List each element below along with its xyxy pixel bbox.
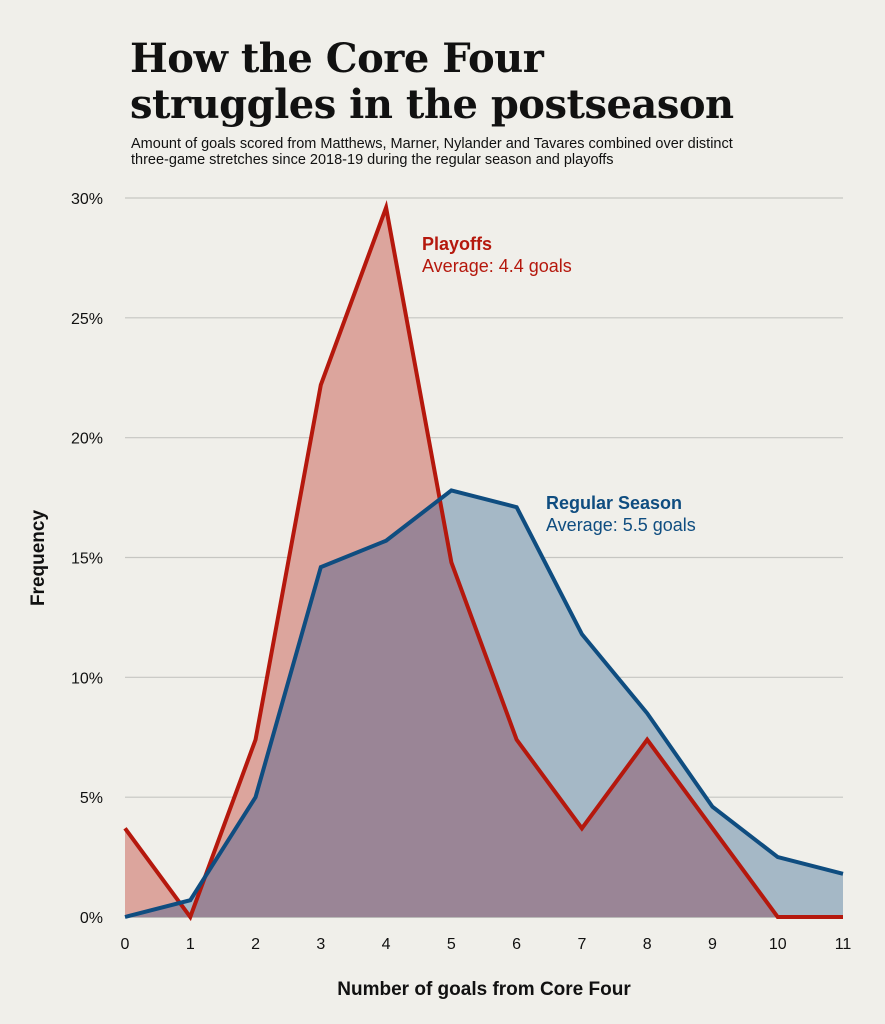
x-tick-label-0: 0 — [121, 936, 130, 953]
chart-title-line-1: How the Core Four — [130, 35, 544, 82]
y-tick-label-30: 30% — [71, 191, 103, 208]
chart-subtitle-line-2: three-game stretches since 2018-19 durin… — [131, 152, 614, 168]
x-tick-label-1: 1 — [186, 936, 195, 953]
regular-season-annotation: Regular Season Average: 5.5 goals — [546, 493, 696, 535]
x-tick-label-7: 7 — [577, 936, 586, 953]
y-tick-label-25: 25% — [71, 311, 103, 328]
y-tick-label-0: 0% — [80, 910, 103, 927]
chart-subtitle: Amount of goals scored from Matthews, Ma… — [131, 136, 851, 168]
y-axis-title: Frequency — [28, 510, 49, 607]
x-tick-label-9: 9 — [708, 936, 717, 953]
y-tick-label-15: 15% — [71, 551, 103, 568]
x-tick-label-4: 4 — [382, 936, 391, 953]
area-fills — [125, 207, 843, 918]
playoffs-legend-label: Playoffs — [422, 234, 492, 254]
regular-season-average-label: Average: 5.5 goals — [546, 515, 696, 535]
x-tick-label-5: 5 — [447, 936, 456, 953]
x-tick-label-10: 10 — [769, 936, 787, 953]
x-axis-title: Number of goals from Core Four — [337, 979, 631, 1000]
x-tick-label-6: 6 — [512, 936, 521, 953]
regular-season-line — [124, 488, 844, 919]
y-tick-label-20: 20% — [71, 431, 103, 448]
playoffs-annotation: Playoffs Average: 4.4 goals — [422, 234, 572, 276]
series-lines — [123, 200, 844, 922]
playoffs-average-label: Average: 4.4 goals — [422, 256, 572, 276]
overlap-area — [125, 490, 843, 917]
x-tick-label-8: 8 — [643, 936, 652, 953]
chart-title-line-2: struggles in the postseason — [130, 81, 734, 128]
y-tick-label-5: 5% — [80, 790, 103, 807]
x-axis-ticks: 0 1 2 3 4 5 6 7 8 9 10 11 — [121, 936, 852, 953]
y-axis-ticks: 0% 5% 10% 15% 20% 25% 30% — [71, 191, 103, 927]
chart-subtitle-line-1: Amount of goals scored from Matthews, Ma… — [131, 136, 733, 152]
x-tick-label-11: 11 — [835, 936, 852, 953]
x-tick-label-2: 2 — [251, 936, 260, 953]
regular-season-legend-label: Regular Season — [546, 493, 682, 513]
chart-title: How the Core Four struggles in the posts… — [130, 36, 734, 128]
playoffs-line — [123, 200, 843, 922]
y-tick-label-10: 10% — [71, 670, 103, 687]
x-tick-label-3: 3 — [316, 936, 325, 953]
